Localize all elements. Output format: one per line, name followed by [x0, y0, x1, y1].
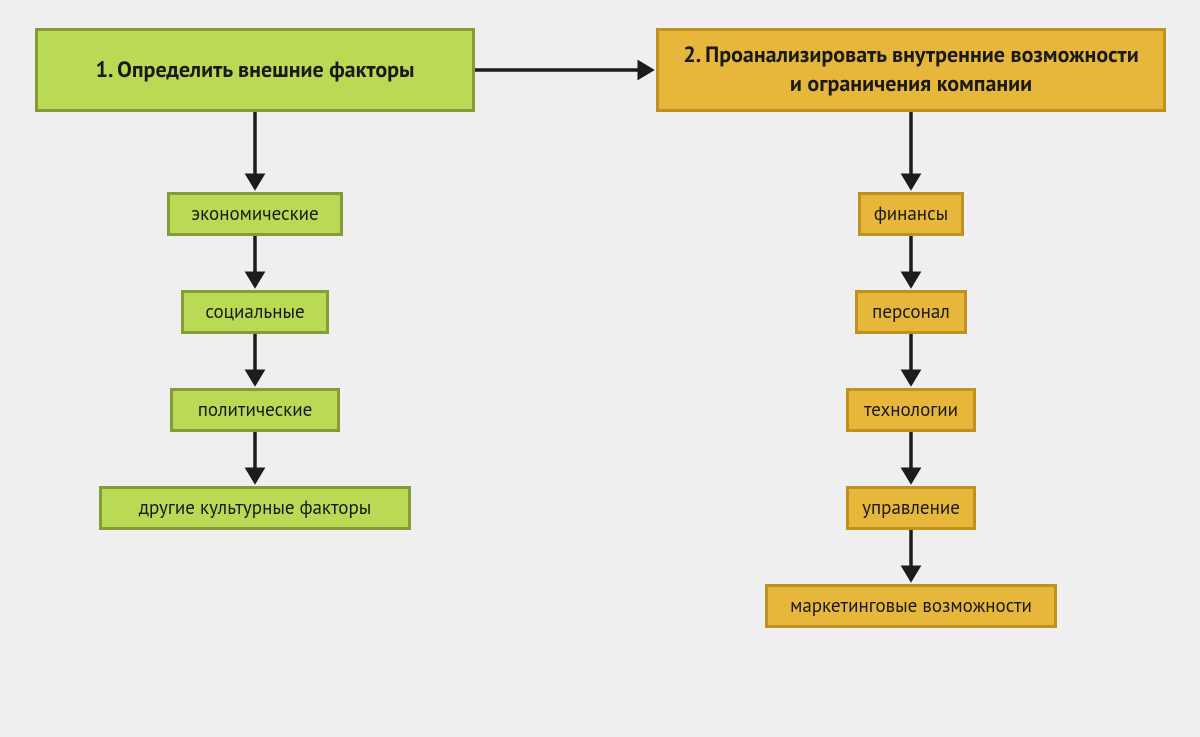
node-label: 1. Определить внешние факторы: [95, 56, 414, 85]
flowchart-item-r4: управление: [846, 486, 976, 530]
flowchart-item-r5: маркетинговые возможности: [765, 584, 1057, 628]
node-label: экономические: [191, 202, 318, 227]
flowchart-header-left: 1. Определить внешние факторы: [35, 28, 475, 112]
node-label: другие культурные факторы: [139, 496, 372, 521]
flowchart-header-right: 2. Проанализировать внутренние возможнос…: [656, 28, 1166, 112]
node-label: 2. Проанализировать внутренние возможнос…: [677, 41, 1145, 98]
node-label: технологии: [864, 398, 958, 423]
node-label: маркетинговые возможности: [790, 594, 1032, 619]
node-label: политические: [198, 398, 313, 423]
flowchart-item-l2: социальные: [181, 290, 329, 334]
flowchart-item-l1: экономические: [167, 192, 343, 236]
flowchart-item-r1: финансы: [858, 192, 964, 236]
flowchart-item-l4: другие культурные факторы: [99, 486, 411, 530]
node-label: финансы: [874, 202, 948, 227]
flowchart-item-r2: персонал: [855, 290, 967, 334]
flowchart-item-r3: технологии: [846, 388, 976, 432]
flowchart-item-l3: политические: [170, 388, 340, 432]
node-label: персонал: [872, 300, 950, 325]
node-label: социальные: [205, 300, 304, 325]
node-label: управление: [862, 496, 960, 521]
